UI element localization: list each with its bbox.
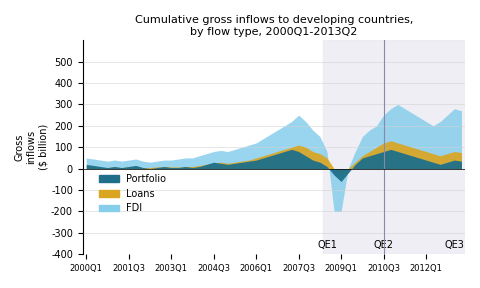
Y-axis label: Gross
inflows
($ billion): Gross inflows ($ billion) bbox=[15, 124, 48, 170]
Text: QE3: QE3 bbox=[444, 240, 464, 250]
Text: QE2: QE2 bbox=[373, 240, 394, 250]
Title: Cumulative gross inflows to developing countries,
by flow type, 2000Q1-2013Q2: Cumulative gross inflows to developing c… bbox=[135, 15, 413, 37]
Bar bbox=[324, 40, 465, 254]
Legend: Portfolio, Loans, FDI: Portfolio, Loans, FDI bbox=[95, 170, 170, 217]
Text: QE1: QE1 bbox=[317, 240, 337, 250]
